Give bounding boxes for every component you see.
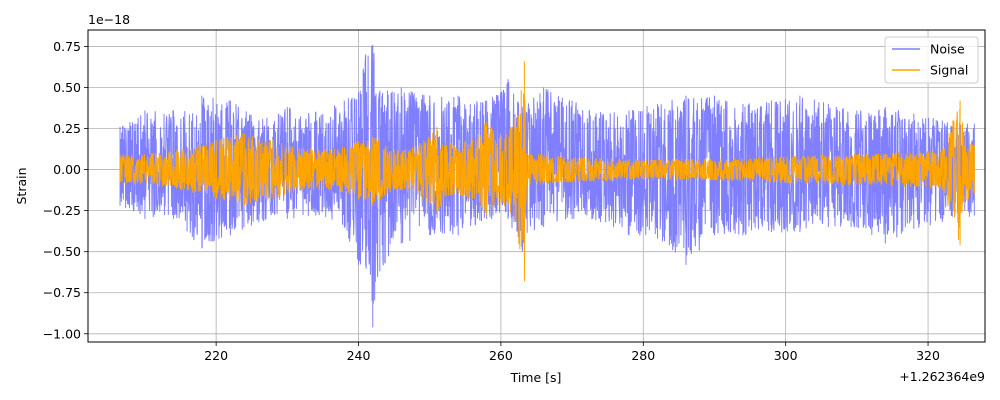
x-tick-label: 260 [489, 348, 513, 363]
x-tick-label: 300 [774, 348, 798, 363]
y-tick-label: 0.25 [53, 121, 81, 136]
y-tick-label: −0.50 [43, 244, 81, 259]
y-tick-label: 0.00 [53, 162, 81, 177]
x-tick-label: 240 [347, 348, 371, 363]
plot-area [119, 44, 975, 328]
y-axis-title: Strain [14, 167, 29, 204]
y-scale-label: 1e−18 [88, 12, 130, 27]
y-tick-label: 0.75 [53, 39, 81, 54]
y-tick-label: −1.00 [43, 326, 81, 341]
x-tick-label: 280 [631, 348, 655, 363]
plot-frame [87, 29, 986, 343]
x-tick-label: 220 [204, 348, 228, 363]
y-tick-label: −0.25 [43, 203, 81, 218]
x-tick-label: 320 [916, 348, 940, 363]
legend-label-signal: Signal [930, 63, 968, 78]
x-offset-label: +1.262364e9 [899, 369, 985, 384]
y-tick-label: 0.50 [53, 80, 81, 95]
x-axis-ticks: 220 240 260 280 300 320 [204, 342, 940, 363]
y-tick-label: −0.75 [43, 285, 81, 300]
y-axis-ticks: −1.00 −0.75 −0.50 −0.25 0.00 0.25 0.50 0.75 [43, 39, 88, 341]
signal-trace [119, 61, 975, 282]
legend-label-noise: Noise [930, 42, 965, 57]
series-signal [119, 61, 975, 282]
legend: Noise Signal [884, 36, 979, 84]
x-axis-title: Time [s] [510, 370, 562, 385]
